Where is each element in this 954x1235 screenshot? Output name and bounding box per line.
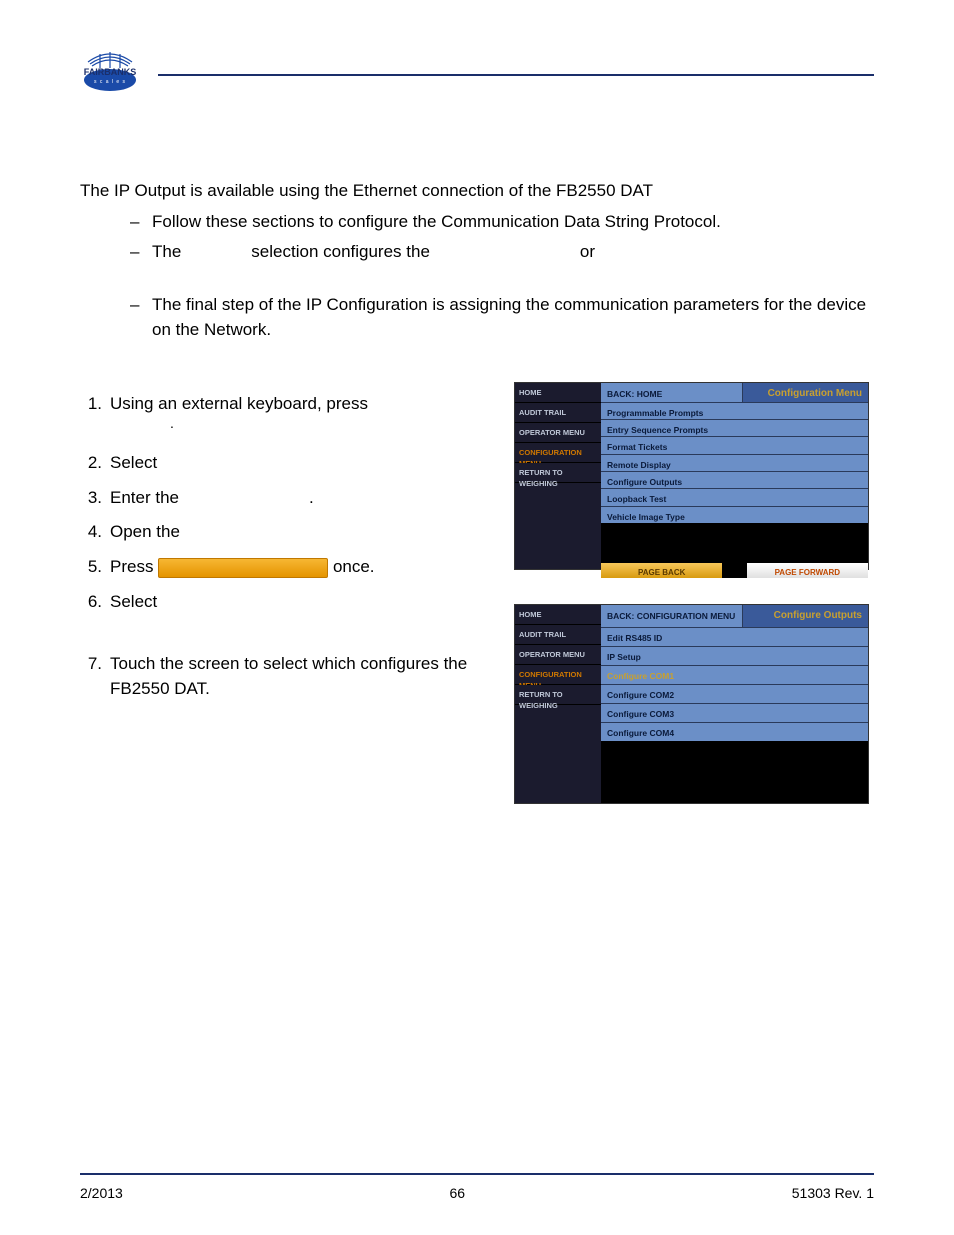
back-button[interactable]: BACK: CONFIGURATION MENU — [601, 605, 743, 627]
footer-date: 2/2013 — [80, 1185, 123, 1201]
page-back-button[interactable]: PAGE BACK — [601, 563, 722, 579]
menu-edit-rs485-id[interactable]: Edit RS485 ID — [601, 627, 868, 646]
side-btn-configuration-menu[interactable]: CONFIGURATION MENU — [515, 665, 601, 685]
step-6: 6.Select — [80, 590, 494, 615]
header-rule — [158, 74, 874, 76]
side-btn-configuration-menu[interactable]: CONFIGURATION MENU — [515, 443, 601, 463]
dash-item: – Follow these sections to configure the… — [130, 210, 874, 235]
side-btn-home[interactable]: HOME — [515, 605, 601, 625]
page-forward-highlight — [158, 558, 328, 578]
menu-programmable-prompts[interactable]: Programmable Prompts — [601, 402, 868, 419]
page-forward-button[interactable]: PAGE FORWARD — [747, 563, 868, 579]
step-4: 4.Open the — [80, 520, 494, 545]
step-3: 3.Enter the. — [80, 486, 494, 511]
side-btn-return-to-weighing[interactable]: RETURN TO WEIGHING — [515, 685, 601, 705]
menu-configure-outputs[interactable]: Configure Outputs — [601, 471, 868, 488]
fairbanks-logo: FAIRBANKS s c a l e s — [80, 50, 140, 99]
footer-rule — [80, 1173, 874, 1175]
menu-vehicle-image-type[interactable]: Vehicle Image Type — [601, 506, 868, 523]
screenshot-configure-outputs: HOME AUDIT TRAIL OPERATOR MENU CONFIGURA… — [514, 604, 869, 804]
step-5: 5. Press once. — [80, 555, 494, 580]
side-nav: HOME AUDIT TRAIL OPERATOR MENU CONFIGURA… — [515, 383, 601, 569]
dash-item: – Theselection configures theor — [130, 240, 874, 265]
side-nav: HOME AUDIT TRAIL OPERATOR MENU CONFIGURA… — [515, 605, 601, 803]
side-btn-home[interactable]: HOME — [515, 383, 601, 403]
menu-configure-com2[interactable]: Configure COM2 — [601, 684, 868, 703]
menu-configure-com3[interactable]: Configure COM3 — [601, 703, 868, 722]
menu-entry-sequence-prompts[interactable]: Entry Sequence Prompts — [601, 419, 868, 436]
side-btn-operator-menu[interactable]: OPERATOR MENU — [515, 645, 601, 665]
menu-loopback-test[interactable]: Loopback Test — [601, 488, 868, 505]
svg-text:s c a l e s: s c a l e s — [94, 79, 126, 85]
screenshot-config-menu: HOME AUDIT TRAIL OPERATOR MENU CONFIGURA… — [514, 382, 869, 570]
step-1: 1. Using an external keyboard, press . — [80, 392, 494, 433]
screen-title: Configuration Menu — [743, 383, 868, 402]
side-btn-return-to-weighing[interactable]: RETURN TO WEIGHING — [515, 463, 601, 483]
steps-column: 1. Using an external keyboard, press . 2… — [80, 382, 494, 838]
menu-ip-setup[interactable]: IP Setup — [601, 646, 868, 665]
step-7: 7.Touch the screen to select which confi… — [80, 652, 494, 701]
footer-doc-rev: 51303 Rev. 1 — [792, 1185, 874, 1201]
svg-text:FAIRBANKS: FAIRBANKS — [84, 67, 137, 77]
side-btn-audit-trail[interactable]: AUDIT TRAIL — [515, 403, 601, 423]
menu-remote-display[interactable]: Remote Display — [601, 454, 868, 471]
menu-configure-com1[interactable]: Configure COM1 — [601, 665, 868, 684]
page-footer: 2/2013 66 51303 Rev. 1 — [80, 1185, 874, 1201]
screen-title: Configure Outputs — [743, 605, 868, 627]
step-2: 2.Select — [80, 451, 494, 476]
menu-configure-com4[interactable]: Configure COM4 — [601, 722, 868, 741]
footer-page-number: 66 — [450, 1185, 466, 1201]
content-body: The IP Output is available using the Eth… — [80, 179, 874, 838]
side-btn-audit-trail[interactable]: AUDIT TRAIL — [515, 625, 601, 645]
side-btn-operator-menu[interactable]: OPERATOR MENU — [515, 423, 601, 443]
intro-text: The IP Output is available using the Eth… — [80, 179, 874, 204]
page-header: FAIRBANKS s c a l e s — [80, 50, 874, 99]
menu-format-tickets[interactable]: Format Tickets — [601, 436, 868, 453]
back-button[interactable]: BACK: HOME — [601, 383, 743, 402]
dash-item: – The final step of the IP Configuration… — [130, 293, 874, 342]
